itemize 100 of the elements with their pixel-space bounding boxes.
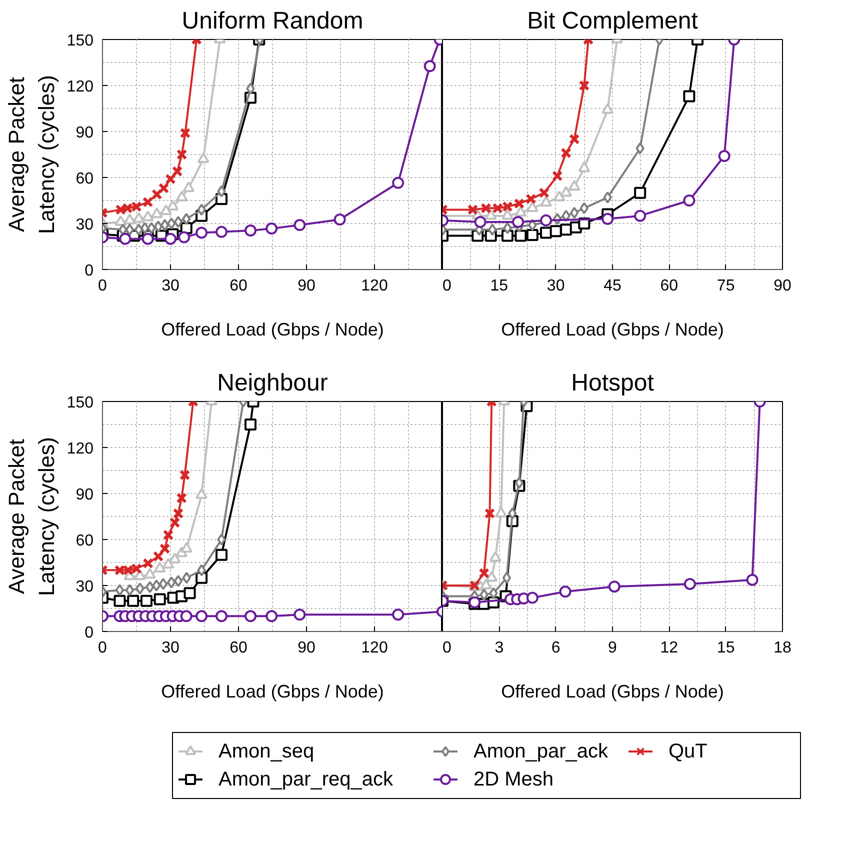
point bbox=[136, 582, 144, 595]
x-axis-title: Offered Load (Gbps / Node) bbox=[161, 320, 384, 340]
x-tick-label: 90 bbox=[298, 640, 316, 656]
x-axis-title: Offered Load (Gbps / Node) bbox=[501, 320, 724, 340]
point bbox=[580, 202, 588, 214]
point bbox=[160, 219, 170, 232]
point bbox=[484, 508, 496, 519]
point bbox=[162, 558, 174, 569]
point bbox=[608, 580, 620, 593]
point bbox=[169, 517, 180, 528]
point bbox=[114, 215, 127, 226]
chart-title: Hotspot bbox=[571, 370, 654, 396]
chart-title: Uniform Random bbox=[182, 8, 364, 34]
point bbox=[266, 610, 278, 622]
point bbox=[158, 578, 168, 590]
point bbox=[125, 584, 134, 596]
point bbox=[124, 214, 136, 224]
chart-title: Neighbour bbox=[217, 370, 328, 396]
x-tick-label: 12 bbox=[660, 640, 678, 656]
point bbox=[578, 80, 590, 91]
point bbox=[560, 186, 572, 197]
point bbox=[217, 534, 226, 546]
x-tick-label: 0 bbox=[98, 278, 108, 294]
point bbox=[559, 586, 572, 598]
point bbox=[684, 578, 696, 590]
point bbox=[174, 574, 183, 587]
y-tick-label: 150 bbox=[66, 32, 94, 50]
point bbox=[176, 492, 187, 504]
point bbox=[119, 232, 132, 245]
point bbox=[486, 571, 498, 582]
point bbox=[512, 216, 524, 228]
point bbox=[184, 587, 196, 600]
y-tick-label: 60 bbox=[76, 532, 94, 550]
point bbox=[216, 548, 228, 561]
point bbox=[294, 608, 306, 621]
y-tick-label: 0 bbox=[84, 262, 94, 280]
point bbox=[568, 134, 580, 145]
point bbox=[562, 210, 570, 222]
point bbox=[114, 594, 126, 607]
point bbox=[294, 219, 306, 232]
point bbox=[424, 60, 436, 72]
point bbox=[115, 584, 124, 596]
x-tick-label: 9 bbox=[608, 640, 618, 656]
point bbox=[526, 229, 538, 241]
point bbox=[489, 551, 502, 562]
point bbox=[602, 103, 614, 114]
point bbox=[514, 206, 527, 217]
legend-label: Amon_seq bbox=[218, 740, 314, 762]
point bbox=[603, 191, 612, 204]
y-tick-label: 30 bbox=[76, 216, 94, 234]
point bbox=[334, 214, 346, 226]
point bbox=[147, 222, 156, 234]
point bbox=[392, 608, 404, 621]
x-tick-label: 0 bbox=[98, 640, 108, 656]
y-tick-label: 0 bbox=[84, 624, 94, 642]
point bbox=[602, 212, 614, 225]
x-tick-label: 0 bbox=[442, 278, 452, 294]
x-tick-label: 120 bbox=[361, 640, 388, 656]
point bbox=[634, 186, 646, 199]
x-tick-label: 0 bbox=[442, 640, 452, 656]
point bbox=[164, 232, 176, 245]
point bbox=[154, 562, 166, 573]
point bbox=[179, 470, 190, 480]
x-axis-title: Offered Load (Gbps / Node) bbox=[501, 682, 724, 702]
point bbox=[508, 507, 517, 520]
point bbox=[392, 176, 404, 189]
x-tick-label: 90 bbox=[774, 278, 792, 294]
y-tick-label: 120 bbox=[66, 78, 94, 96]
point bbox=[167, 218, 176, 230]
point bbox=[180, 610, 192, 622]
point bbox=[501, 230, 514, 242]
point bbox=[489, 587, 498, 600]
point bbox=[182, 572, 191, 584]
point bbox=[125, 224, 134, 236]
point bbox=[244, 418, 257, 430]
point bbox=[634, 210, 646, 222]
point bbox=[152, 188, 162, 200]
y-axis-title: Average Packet Latency (cycles) bbox=[4, 75, 59, 234]
point bbox=[474, 216, 486, 228]
point bbox=[478, 568, 490, 579]
point bbox=[160, 204, 172, 216]
point bbox=[180, 128, 191, 138]
point bbox=[480, 578, 492, 590]
point bbox=[266, 222, 278, 235]
point bbox=[636, 142, 644, 154]
y-tick-label: 90 bbox=[76, 124, 94, 142]
point bbox=[197, 564, 206, 576]
point bbox=[142, 232, 154, 245]
point bbox=[246, 82, 255, 95]
legend-label: QuT bbox=[668, 740, 708, 762]
point bbox=[167, 576, 176, 588]
point bbox=[217, 185, 226, 198]
point bbox=[683, 194, 696, 206]
point bbox=[158, 182, 170, 194]
point bbox=[488, 224, 497, 236]
x-tick-label: 6 bbox=[551, 640, 560, 656]
point bbox=[142, 196, 154, 208]
x-tick-label: 60 bbox=[660, 278, 678, 294]
point bbox=[180, 542, 193, 553]
y-tick-label: 90 bbox=[76, 486, 94, 504]
